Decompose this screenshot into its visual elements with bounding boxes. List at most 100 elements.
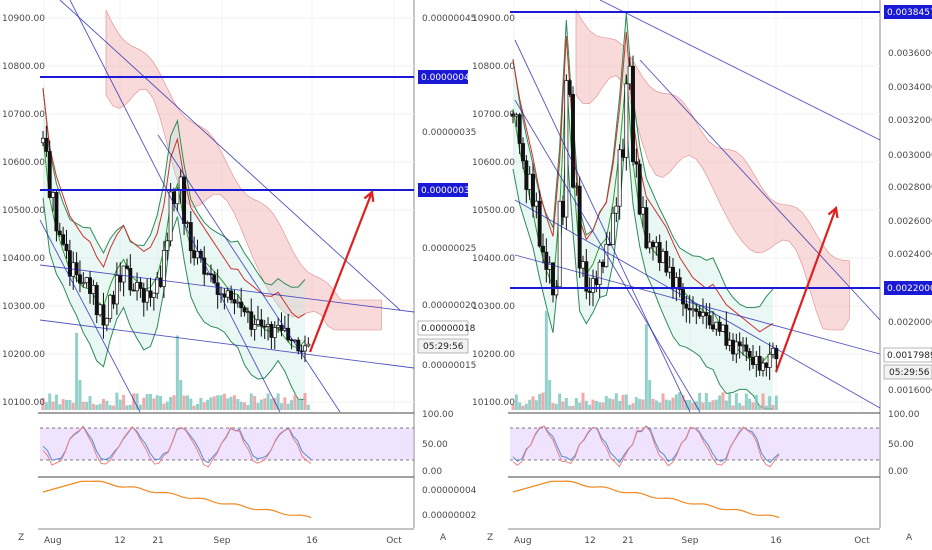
volume-bar — [162, 403, 166, 410]
rsi-axis-tick: 100.00 — [422, 410, 454, 420]
volume-bar — [564, 397, 568, 410]
candle-body — [637, 163, 642, 215]
ichimoku-cloud — [105, 9, 382, 331]
candle-body — [158, 277, 163, 287]
volume-bar — [145, 394, 149, 410]
right-axis-tick: 0.0028000 — [888, 183, 932, 193]
volume-bar — [182, 395, 186, 410]
countdown-tag — [883, 364, 932, 380]
zoom-button[interactable]: Z — [18, 533, 24, 543]
level-tag-label: 0.0022000 — [887, 284, 932, 294]
candle-body — [229, 290, 234, 300]
volume-bar — [541, 392, 545, 410]
countdown-label: 05:29:56 — [423, 342, 464, 352]
right-axis-tick: 0.0030000 — [888, 151, 932, 161]
chart-panel-2 — [508, 0, 932, 530]
volume-bar — [216, 395, 220, 410]
candle-body — [161, 250, 166, 287]
volume-bar — [528, 399, 532, 410]
candle-body — [594, 278, 599, 285]
candle-body — [537, 200, 542, 247]
candle-body — [252, 324, 257, 330]
plot-background — [40, 0, 414, 528]
candle-body — [731, 339, 735, 355]
candle-body — [577, 185, 582, 269]
right-axis-tick: 0.0036000 — [888, 49, 932, 59]
zoom-button[interactable]: Z — [487, 533, 493, 543]
left-axis-tick: 10600.00 — [472, 158, 515, 168]
auto-scale-button[interactable]: A — [440, 533, 447, 543]
left-axis-tick: 10900.00 — [2, 14, 45, 24]
time-axis-tick: Oct — [854, 536, 870, 546]
volume-bar — [621, 395, 625, 410]
volume-bar — [239, 401, 243, 410]
time-axis-tick: 16 — [770, 536, 782, 546]
volume-bar — [169, 397, 173, 410]
candle-body — [192, 250, 197, 259]
candle-body — [272, 327, 277, 338]
volume-bar — [236, 399, 240, 410]
oscillator-line — [512, 480, 780, 519]
candle-body — [737, 341, 742, 347]
candle-body — [597, 261, 602, 285]
candle-body — [554, 286, 559, 296]
candle-body — [249, 311, 254, 330]
candle-body — [239, 301, 244, 309]
volume-bar — [135, 393, 139, 410]
candle-body — [524, 160, 529, 190]
volume-bar — [185, 395, 189, 410]
current-price-tag — [417, 320, 469, 336]
volume-bar — [584, 400, 588, 410]
candle-body — [624, 83, 629, 158]
candle-body — [747, 350, 752, 358]
projection-arrow-head — [827, 205, 839, 219]
volume-bar — [514, 394, 518, 410]
volume-bar — [132, 393, 136, 410]
volume-bar — [738, 403, 742, 410]
volume-bar — [554, 403, 558, 410]
left-axis-tick: 10400.00 — [2, 254, 45, 264]
volume-bar — [276, 393, 280, 410]
candle-body — [57, 230, 62, 236]
left-axis-tick: 10800.00 — [472, 62, 515, 72]
candle-body — [571, 94, 575, 188]
candle-body — [138, 282, 143, 289]
volume-bar — [101, 398, 105, 410]
candle-body — [701, 312, 705, 317]
candle-body — [751, 356, 755, 365]
volume-bar — [671, 397, 675, 410]
volume-bar — [744, 393, 748, 410]
candle-body — [135, 282, 140, 292]
candle-body — [91, 285, 96, 294]
candle-body — [215, 282, 220, 295]
candle-body — [724, 324, 729, 346]
candle-body — [111, 294, 116, 305]
candle-body — [667, 266, 672, 273]
candle-body — [279, 324, 284, 331]
auto-scale-button[interactable]: A — [906, 533, 913, 543]
volume-bar — [300, 399, 304, 410]
level-tag — [884, 281, 932, 295]
candle-body — [269, 324, 274, 338]
oscillator-axis-tick: 0.00000004 — [422, 486, 477, 496]
volume-bar — [115, 392, 119, 410]
volume-bar — [741, 405, 745, 410]
volume-bar — [524, 403, 528, 410]
right-axis-tick: 0.0026000 — [888, 217, 932, 227]
volume-bar — [531, 396, 535, 410]
volume-bar — [688, 399, 692, 410]
candle-body — [61, 234, 66, 245]
trend-channel-line — [69, 0, 281, 413]
volume-bar — [631, 403, 635, 410]
candle-body — [767, 353, 772, 368]
volume-bar — [68, 400, 72, 410]
candle-body — [551, 262, 555, 296]
candle-body — [604, 243, 609, 268]
current-price-label: 0.0017989 — [887, 351, 932, 361]
level-tag — [418, 183, 468, 197]
volume-bar — [748, 398, 752, 410]
volume-bar — [601, 402, 605, 410]
volume-bar — [206, 399, 210, 410]
volume-bar — [108, 405, 112, 410]
volume-bar — [222, 393, 226, 410]
